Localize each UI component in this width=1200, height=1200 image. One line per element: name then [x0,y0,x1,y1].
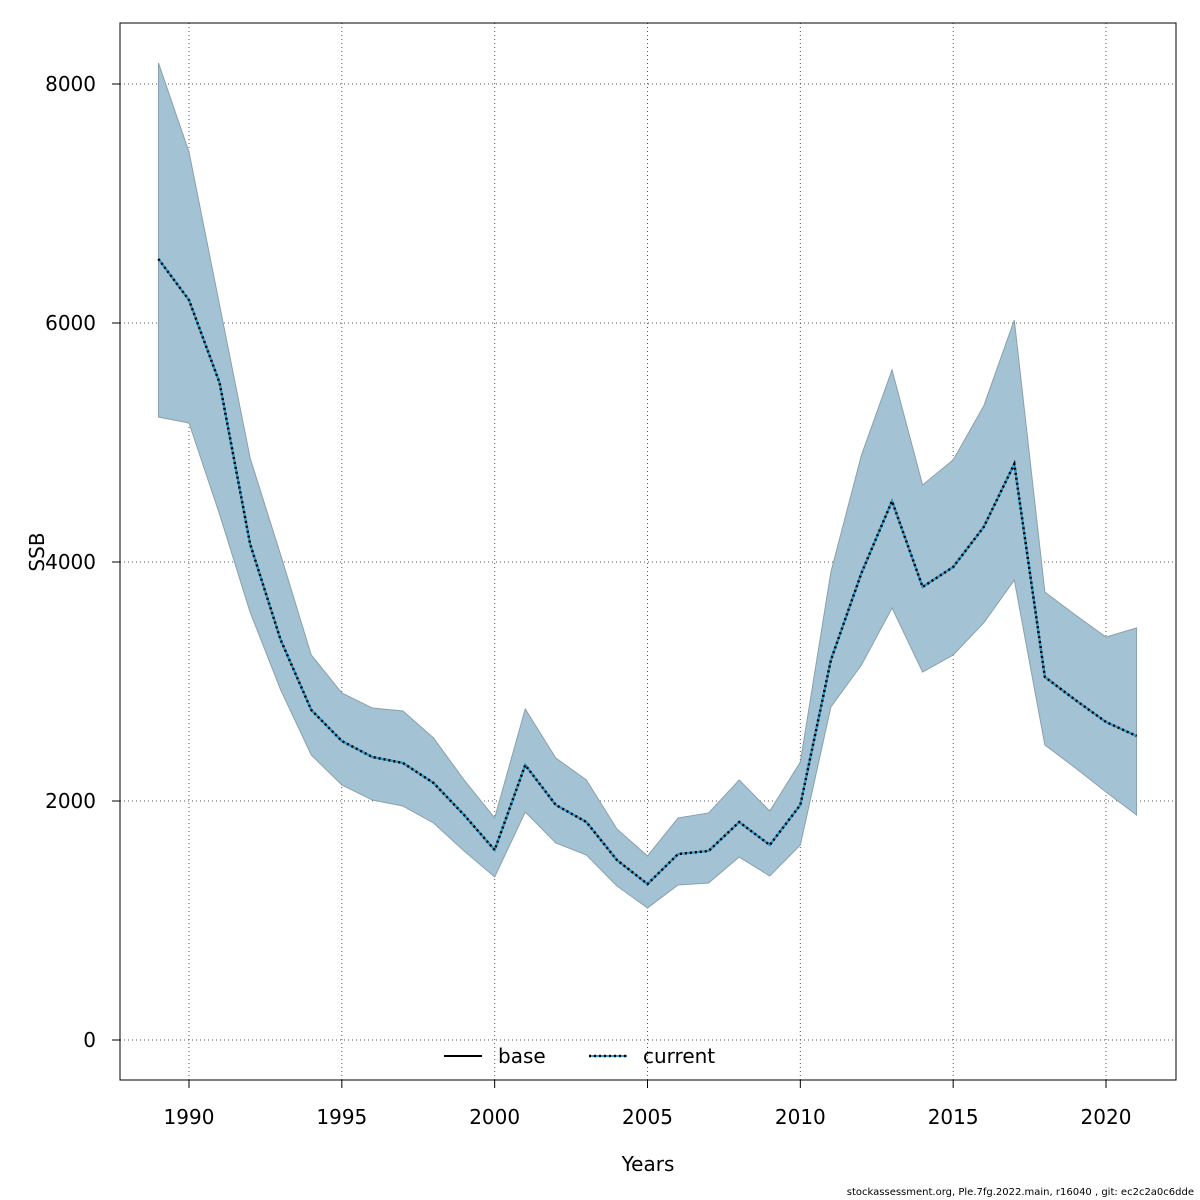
x-tick-label: 2010 [775,1105,826,1129]
confidence-band [157,62,1138,909]
x-axis-label: Years [621,1152,675,1176]
series-line-current [157,258,1138,886]
y-tick-label: 8000 [45,72,96,96]
footer-text: stockassessment.org, Ple.7fg.2022.main, … [846,1187,1194,1198]
y-tick-label: 6000 [45,311,96,335]
x-tick-label: 2005 [622,1105,673,1129]
y-tick-label: 2000 [45,789,96,813]
y-tick-label: 0 [83,1028,96,1052]
legend-label-current: current [643,1044,715,1068]
x-tick-label: 2020 [1081,1105,1132,1129]
x-tick-label: 1990 [164,1105,215,1129]
x-tick-label: 2000 [469,1105,520,1129]
y-axis-label: SSB [25,532,49,571]
x-tick-label: 1995 [316,1105,367,1129]
y-tick-label: 4000 [45,550,96,574]
legend: base current [444,1044,715,1068]
legend-label-base: base [498,1044,546,1068]
x-tick-label: 2015 [928,1105,979,1129]
